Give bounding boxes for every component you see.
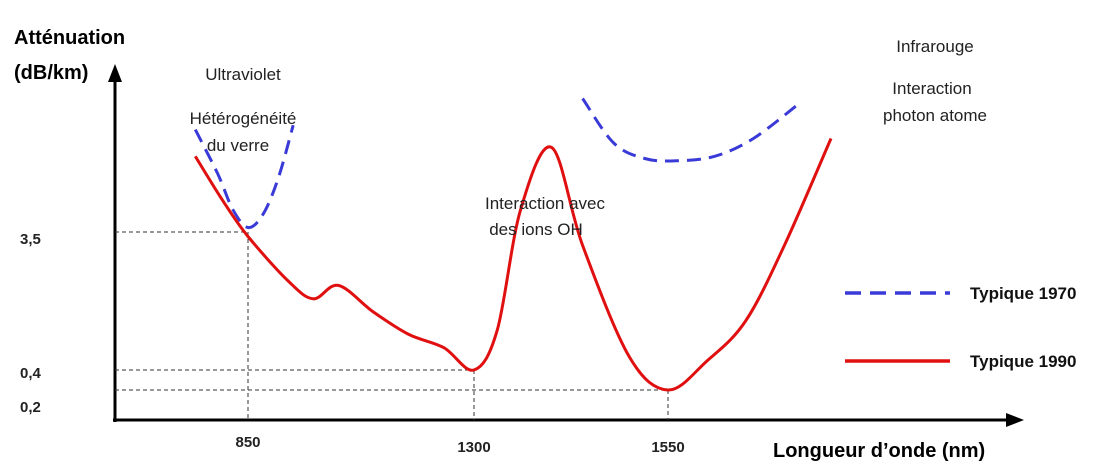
annotation-heterogeneite: Hétérogénéité [190,109,297,128]
annotation-interaction: Interaction [892,79,971,98]
x-tick-label: 1550 [651,439,684,456]
series-typique-1970 [193,97,801,230]
series-typique-1990 [194,137,833,392]
legend-label-1990: Typique 1990 [970,352,1076,371]
x-axis-title: Longueur d’onde (nm) [773,440,985,462]
y-axis-title-line2: (dB/km) [14,62,88,84]
annotation-interaction-avec: Interaction avec [485,194,606,213]
annotation-photon-atome: photon atome [883,106,987,125]
series-1970-segment [581,97,801,163]
legend-label-1970: Typique 1970 [970,284,1076,303]
annotation-ions-oh: des ions OH [489,220,583,239]
annotation-infrarouge: Infrarouge [896,37,974,56]
annotation-du-verre: du verre [207,136,269,155]
guide-lines [115,231,669,420]
legend: Typique 1970 Typique 1990 [845,284,1076,371]
annotation-ultraviolet: Ultraviolet [205,65,281,84]
y-axis-title-line1: Atténuation [14,27,125,49]
series-1990-line [194,137,833,392]
y-tick-label: 0,2 [20,399,41,416]
x-tick-label: 850 [235,434,260,451]
x-axis-arrow [1006,413,1024,427]
series-1970-segment [193,124,295,230]
x-tick-label: 1300 [457,439,490,456]
y-axis-arrow [108,64,122,82]
y-tick-label: 3,5 [20,231,41,248]
y-tick-label: 0,4 [20,365,42,382]
